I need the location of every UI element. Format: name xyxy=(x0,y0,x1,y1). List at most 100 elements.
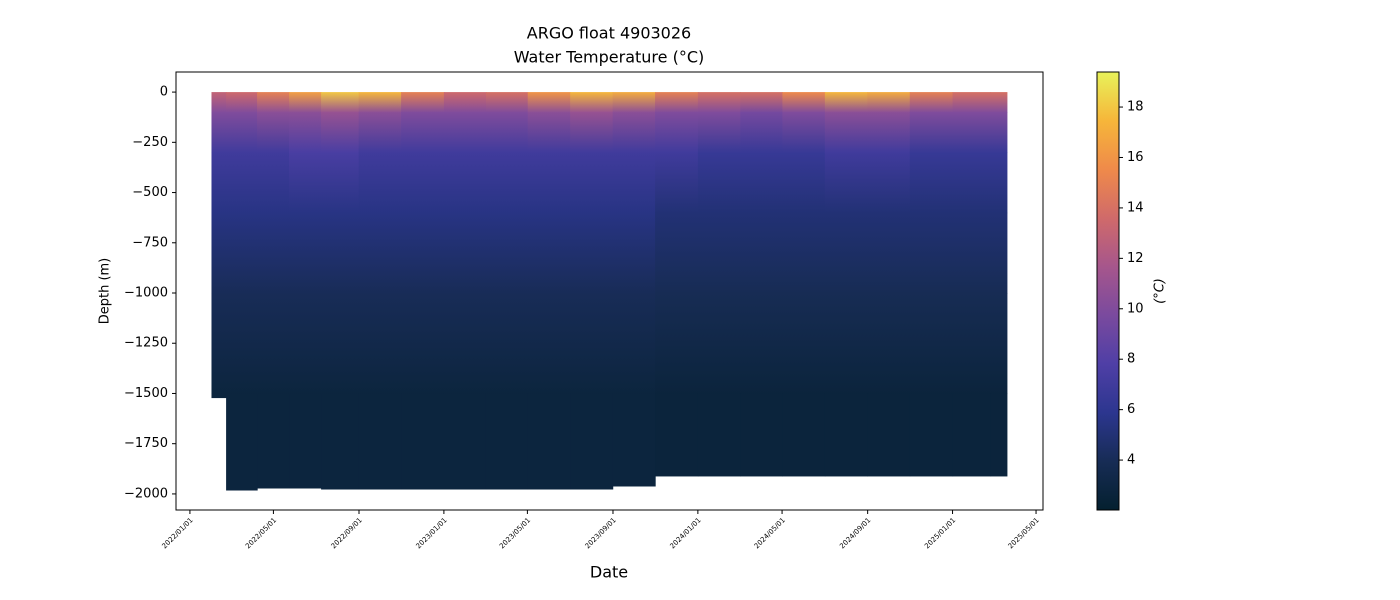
temperature-cell xyxy=(527,293,571,395)
temperature-cell xyxy=(321,393,360,490)
temperature-cell xyxy=(257,112,290,153)
temperature-cell xyxy=(655,393,699,477)
temperature-cell xyxy=(226,92,258,113)
x-tick-label: 2023/09/01 xyxy=(584,516,618,550)
temperature-cell xyxy=(443,293,487,395)
temperature-cell xyxy=(257,152,290,214)
temperature-cell xyxy=(358,92,402,113)
temperature-cell xyxy=(990,92,1008,113)
temperature-cell xyxy=(401,92,445,113)
temperature-cell xyxy=(211,393,227,399)
y-tick-label: −1500 xyxy=(124,386,168,401)
temperature-cell xyxy=(443,152,487,214)
x-tick-label: 2022/05/01 xyxy=(244,516,278,550)
temperature-cell xyxy=(697,293,741,395)
temperature-cell xyxy=(401,152,445,214)
temperature-cell xyxy=(990,112,1008,153)
temperature-cell xyxy=(655,112,699,153)
temperature-cell xyxy=(358,112,402,153)
colorbar-tick-label: 14 xyxy=(1127,200,1144,215)
temperature-cell xyxy=(655,92,699,113)
temperature-cell xyxy=(824,212,868,294)
temperature-cell xyxy=(697,393,741,477)
temperature-cell xyxy=(867,152,911,214)
temperature-cell xyxy=(909,212,954,294)
plot-frame xyxy=(175,71,1044,511)
temperature-cell xyxy=(867,393,911,477)
colorbar-tick-label: 12 xyxy=(1127,251,1144,266)
temperature-cell xyxy=(867,293,911,395)
temperature-cell xyxy=(443,112,487,153)
temperature-cell xyxy=(952,92,992,113)
temperature-cell xyxy=(321,92,360,113)
temperature-cell xyxy=(824,393,868,477)
temperature-cell xyxy=(257,92,290,113)
chart-title: ARGO float 4903026 xyxy=(527,24,691,43)
temperature-cell xyxy=(655,293,699,395)
y-tick-label: −1750 xyxy=(124,436,168,451)
x-tick-label: 2024/05/01 xyxy=(753,516,787,550)
temperature-cell xyxy=(401,212,445,294)
temperature-cell xyxy=(990,393,1008,477)
temperature-cell xyxy=(952,293,992,395)
colorbar-label: (°C) xyxy=(1153,278,1168,304)
x-tick-label: 2024/01/01 xyxy=(669,516,703,550)
temperature-cell xyxy=(257,393,290,489)
temperature-cell xyxy=(570,212,614,294)
temperature-cell xyxy=(697,212,741,294)
temperature-cell xyxy=(485,92,529,113)
temperature-cell xyxy=(824,92,868,113)
y-tick-label: −750 xyxy=(132,235,168,250)
temperature-cell xyxy=(824,112,868,153)
temperature-cell xyxy=(570,152,614,214)
temperature-cell xyxy=(321,293,360,395)
temperature-cell xyxy=(527,92,571,113)
temperature-cell xyxy=(443,92,487,113)
temperature-cell xyxy=(570,92,614,113)
temperature-cell xyxy=(782,293,826,395)
x-tick-label: 2025/05/01 xyxy=(1007,516,1041,550)
temperature-cell xyxy=(655,212,699,294)
temperature-cell xyxy=(289,212,322,294)
temperature-cell xyxy=(952,393,992,477)
temperature-cell xyxy=(867,92,911,113)
chart-subtitle: Water Temperature (°C) xyxy=(514,48,704,67)
temperature-cell xyxy=(527,152,571,214)
colorbar-tick-label: 6 xyxy=(1127,402,1135,417)
temperature-cell xyxy=(952,152,992,214)
temperature-cell xyxy=(485,112,529,153)
temperature-cell xyxy=(289,92,322,113)
colorbar-tick-label: 18 xyxy=(1127,100,1144,115)
temperature-cell xyxy=(211,212,227,294)
temperature-cell xyxy=(485,212,529,294)
temperature-cell xyxy=(401,112,445,153)
temperature-cell xyxy=(655,152,699,214)
temperature-cell xyxy=(289,112,322,153)
x-tick-label: 2023/01/01 xyxy=(415,516,449,550)
y-axis-label: Depth (m) xyxy=(98,258,113,325)
temperature-cell xyxy=(358,152,402,214)
temperature-cell xyxy=(211,152,227,214)
temperature-cell xyxy=(485,152,529,214)
temperature-cell xyxy=(867,112,911,153)
temperature-cell xyxy=(612,152,656,214)
temperature-cell xyxy=(570,112,614,153)
temperature-cell xyxy=(740,92,784,113)
temperature-cell xyxy=(527,393,571,490)
temperature-cell xyxy=(782,152,826,214)
temperature-cell xyxy=(612,112,656,153)
temperature-cell xyxy=(740,212,784,294)
temperature-cell xyxy=(321,212,360,294)
temperature-cell xyxy=(909,92,954,113)
temperature-cell xyxy=(485,393,529,490)
temperature-cell xyxy=(211,92,227,113)
temperature-cell xyxy=(226,212,258,294)
temperature-cell xyxy=(824,293,868,395)
colorbar-tick-label: 8 xyxy=(1127,352,1135,367)
temperature-cell xyxy=(697,152,741,214)
x-tick-label: 2022/01/01 xyxy=(161,516,195,550)
temperature-cell xyxy=(443,393,487,490)
temperature-cell xyxy=(612,293,656,395)
temperature-cell xyxy=(612,92,656,113)
colorbar xyxy=(1096,71,1120,511)
